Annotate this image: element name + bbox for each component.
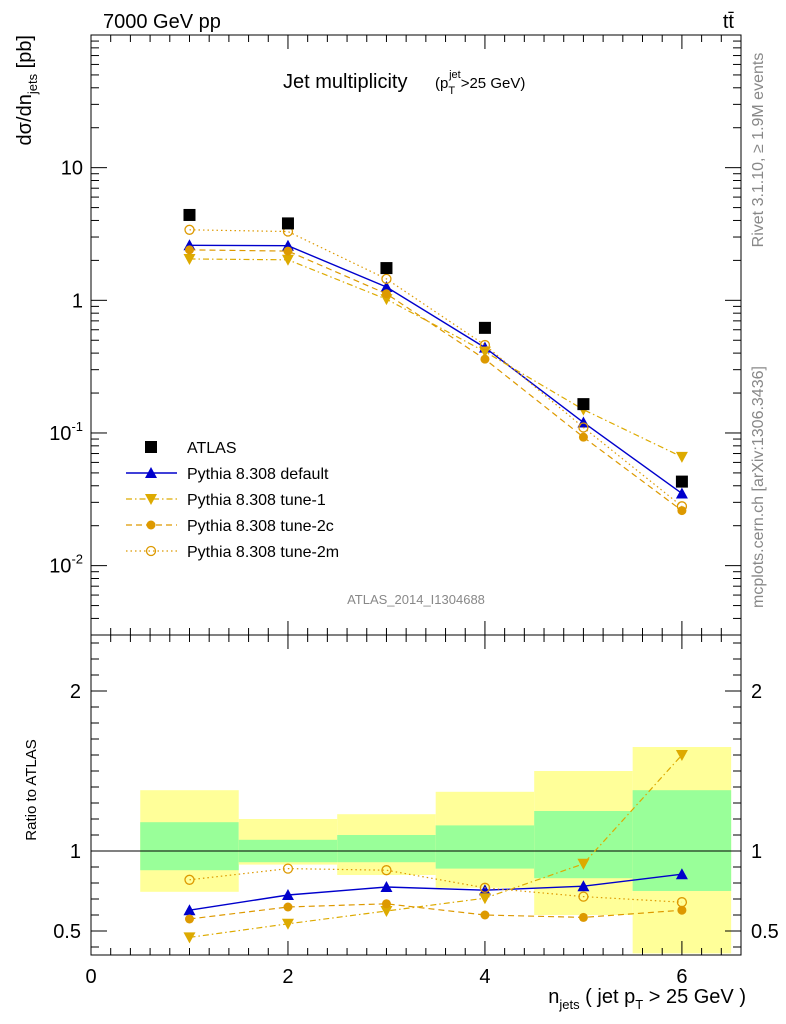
data-point (478, 346, 491, 358)
legend-marker (146, 520, 156, 530)
ratio-point (281, 918, 294, 930)
x-tick-label: 6 (676, 966, 687, 988)
green-band (140, 822, 239, 871)
legend-marker (145, 467, 157, 478)
ratio-point (282, 863, 294, 874)
data-point (578, 422, 589, 433)
data-point (183, 253, 196, 265)
data-point (578, 432, 588, 442)
y-tick-label-main: 10-1 (49, 419, 83, 445)
green-band (337, 835, 436, 863)
legend-marker (145, 494, 157, 505)
ratio-point (380, 906, 393, 917)
data-point (577, 398, 590, 411)
y-tick-label-ratio: 0.5 (53, 921, 81, 943)
data-point (381, 289, 391, 299)
y-tick-label-ratio: 2 (70, 681, 81, 703)
data-point (478, 321, 491, 334)
ratio-point (677, 905, 687, 915)
x-tick-label: 4 (479, 966, 490, 988)
data-point (675, 451, 688, 463)
main-y-axis-label: dσ/dnjets [pb] (14, 35, 40, 145)
legend-label: Pythia 8.308 default (187, 466, 329, 483)
ratio-point (184, 874, 195, 885)
data-point (281, 254, 294, 266)
series-line-ratio (189, 867, 682, 903)
legend: ATLAS Pythia 8.308 default Pythia 8.308 tu… (126, 440, 339, 561)
series-line-ratio (189, 754, 683, 938)
series-line-ratio (189, 903, 682, 920)
ratio-point (281, 889, 294, 900)
ratio-point (480, 910, 490, 920)
data-point (281, 217, 294, 230)
ratio-point (577, 880, 590, 892)
ratio-point (381, 865, 392, 876)
series-line-main (189, 244, 683, 495)
data-point (676, 501, 688, 512)
green-band (435, 825, 535, 869)
y-tick-label-ratio: 1 (70, 841, 81, 863)
x-tick-label: 2 (282, 966, 293, 988)
energy-label: 7000 GeV pp (103, 11, 221, 33)
ratio-point (577, 858, 590, 870)
series-line-ratio (189, 873, 682, 911)
ratio-point (184, 914, 194, 924)
legend-label: Pythia 8.308 tune-2m (187, 544, 339, 561)
data-point (381, 273, 392, 285)
ratio-point (578, 891, 589, 902)
data-point (675, 475, 688, 488)
series-line-main (189, 249, 683, 512)
ratio-point (478, 884, 491, 896)
data-point (184, 245, 194, 255)
legend-label: Pythia 8.308 tune-2c (187, 518, 334, 535)
ratio-point (578, 912, 588, 922)
ratio-uncertainty-bands (140, 747, 732, 954)
ratio-point (283, 902, 293, 912)
legend-marker (145, 441, 157, 453)
ratio-axis-ticks: 0 2 4 6 2 2 1 1 0.5 0.5 (53, 635, 779, 988)
ratio-point (675, 868, 688, 880)
ratio-point (183, 932, 196, 944)
process-label: tt̄ (723, 11, 735, 33)
series-line-main (189, 258, 683, 458)
data-point (283, 246, 293, 256)
legend-label: Pythia 8.308 tune-1 (187, 492, 326, 509)
data-point (479, 339, 491, 351)
data-point (184, 224, 195, 235)
ratio-series-group (183, 750, 688, 944)
ratio-point (380, 881, 393, 892)
analysis-label: ATLAS_2014_I1304688 (347, 592, 485, 607)
rivet-label: Rivet 3.1.10, ≥ 1.9M events (750, 53, 767, 248)
ratio-point (183, 904, 196, 916)
ratio-point (478, 893, 491, 905)
x-tick-label: 0 (85, 966, 96, 988)
ratio-point (381, 899, 391, 909)
ratio-panel-frame (90, 634, 742, 956)
y-tick-label-main: 10 (61, 158, 83, 180)
y-tick-label-ratio-right: 0.5 (751, 921, 779, 943)
data-point (183, 208, 196, 221)
series-line-main (189, 229, 683, 507)
main-series-group (183, 208, 688, 516)
x-axis-label: njets ( jet pT > 25 GeV ) (548, 986, 746, 1012)
data-point (675, 487, 688, 499)
main-axis-ticks: 10 1 10-1 10-2 (49, 35, 742, 636)
chart-title: Jet multiplicity (283, 71, 407, 93)
legend-marker (145, 545, 157, 557)
ratio-point (675, 750, 688, 761)
y-tick-label-ratio-right: 2 (751, 681, 762, 703)
mcplots-label: mcplots.cern.ch [arXiv:1306.3436] (750, 366, 767, 608)
ratio-y-axis-label: Ratio to ATLAS (23, 739, 40, 840)
legend-label: ATLAS (187, 440, 237, 457)
y-tick-label-ratio-right: 1 (751, 841, 762, 863)
ratio-point (479, 882, 491, 893)
data-point (380, 281, 393, 293)
data-point (480, 354, 490, 364)
y-tick-label-main: 1 (72, 290, 83, 312)
data-point (380, 262, 393, 275)
ratio-point (676, 897, 688, 908)
y-tick-label-main: 10-2 (49, 552, 83, 578)
chart-title-cut: (pTjet>25 GeV) (435, 69, 525, 97)
